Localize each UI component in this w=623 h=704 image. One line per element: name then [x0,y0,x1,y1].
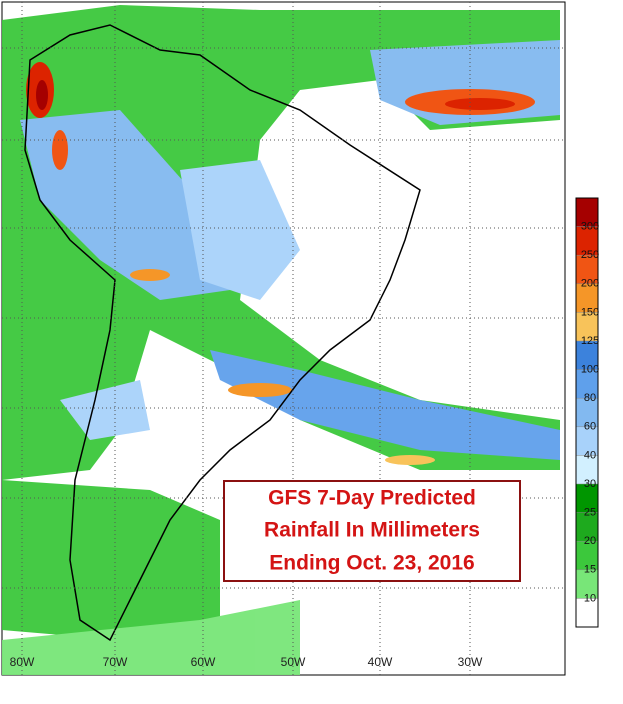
title-box [223,480,521,582]
colorbar-label: 100 [581,364,599,376]
colorbar-label: 40 [584,449,596,461]
colorbar-label: 30 [584,478,596,490]
colorbar-label: 150 [581,306,599,318]
colorbar-segment [576,426,598,456]
colorbar-segment [576,455,598,484]
rain-field [2,5,560,675]
longitude-label: 30W [458,655,483,669]
longitude-label: 60W [191,655,216,669]
longitude-label: 50W [281,655,306,669]
colorbar-segment [576,569,598,599]
colorbar-segment [576,512,598,542]
title-line: GFS 7-Day Predicted [268,487,476,510]
colorbar-label: 25 [584,507,596,519]
longitude-label: 70W [103,655,128,669]
colorbar-segment [576,598,598,627]
colorbar-frame [575,197,599,628]
title-line: Rainfall In Millimeters [264,519,480,542]
title-line: Ending Oct. 23, 2016 [269,552,474,575]
colorbar-segment [576,398,598,427]
coastline [24,24,421,642]
colorbar-segment [576,255,598,284]
colorbar-segment [576,484,598,513]
colorbar-segment [576,541,598,570]
colorbar: 10 15 20 25 30 40 60 80 100 125 150 200 250 300 [575,197,599,628]
map-area: GFS 7-Day Predicted Rainfall In Millimet… [1,1,566,676]
colorbar-label: 200 [581,278,599,290]
colorbar-segment [576,226,598,256]
heavy-rain [26,62,535,465]
colorbar-segment [576,198,598,227]
longitude-label: 80W [10,655,35,669]
colorbar-label: 15 [584,564,596,576]
colorbar-segment [576,369,598,399]
longitude-label: 40W [368,655,393,669]
colorbar-label: 60 [584,421,596,433]
colorbar-segment [576,341,598,370]
colorbar-label: 10 [584,592,596,604]
longitude-labels: 80W 70W 60W 50W 40W 30W [10,655,483,669]
colorbar-label: 20 [584,535,596,547]
colorbar-segment [576,312,598,341]
colorbar-label: 300 [581,221,599,233]
colorbar-label: 125 [581,335,599,347]
colorbar-label: 250 [581,249,599,261]
colorbar-label: 80 [584,392,596,404]
colorbar-segment [576,283,598,313]
